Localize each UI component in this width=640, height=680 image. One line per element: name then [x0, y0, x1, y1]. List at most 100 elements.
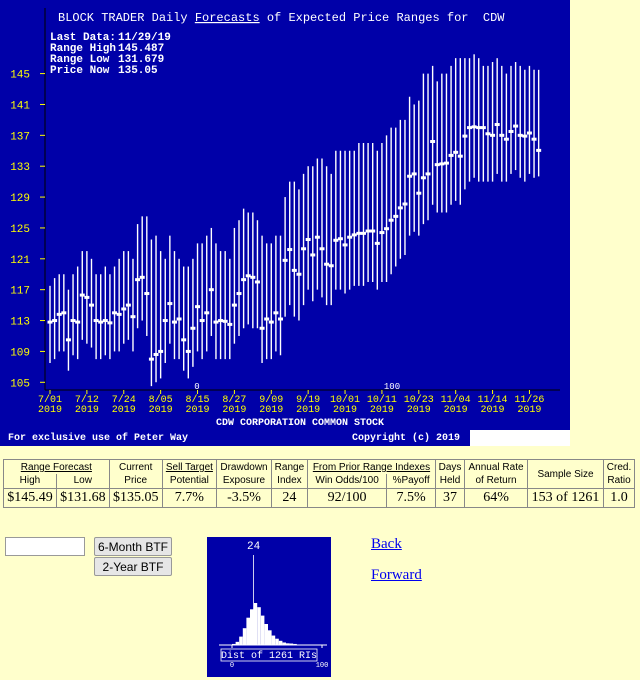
price-marker [314, 235, 320, 239]
histogram-bar [253, 603, 258, 645]
header-line: Exposure [222, 475, 266, 486]
histogram-bar [257, 607, 261, 645]
price-marker [499, 133, 505, 137]
header-line: Win Odds/100 [315, 475, 379, 486]
data-cell: 7.7% [161, 488, 218, 508]
x-year-label: 2019 [222, 405, 246, 416]
copyright-text: Copyright (c) 2019 [352, 432, 460, 444]
data-cell: 7.5% [386, 488, 436, 508]
price-marker [112, 311, 118, 315]
price-marker [93, 319, 99, 323]
y-tick-label: 129 [10, 193, 30, 205]
price-marker [513, 124, 519, 128]
price-marker [185, 349, 191, 353]
column-header: Sample Size [526, 459, 605, 489]
header-line: Cred. [606, 462, 632, 473]
header-line: High [19, 475, 41, 486]
histogram-bar [250, 609, 254, 645]
x-year-label: 2019 [38, 405, 62, 416]
price-marker [425, 172, 431, 176]
price-marker [236, 292, 242, 296]
x-tick-label: 9/09 [259, 394, 283, 406]
x-tick-label: 7/24 [112, 394, 136, 406]
header-line: %Payoff [392, 475, 430, 486]
y-tick-label: 137 [10, 131, 30, 143]
price-marker [52, 319, 58, 323]
x-tick-label: 7/12 [75, 394, 99, 406]
header-line: Price [124, 475, 148, 486]
price-marker [282, 258, 288, 262]
column-header: Low [55, 474, 110, 489]
price-marker [402, 202, 408, 206]
price-marker [199, 319, 205, 323]
price-marker [342, 243, 348, 247]
price-marker [153, 353, 159, 357]
price-marker [273, 311, 279, 315]
x-year-label: 2019 [296, 405, 320, 416]
data-row: $145.49 $131.68 $135.05 7.7% -3.5% 24 92/100 7.… [3, 488, 635, 508]
price-marker [328, 264, 334, 268]
header-line: Index [277, 475, 302, 486]
column-header: Days Held [434, 459, 466, 489]
column-header: Drawdown Exposure [216, 459, 272, 489]
price-marker [130, 315, 136, 319]
range-index-annotation: 0 [194, 382, 199, 392]
y-tick-label: 113 [10, 317, 30, 329]
price-marker [319, 247, 325, 251]
x-year-label: 2019 [407, 405, 431, 416]
price-marker [296, 272, 302, 276]
price-marker [158, 349, 164, 353]
price-marker [467, 126, 473, 130]
histogram-title: Dist of 1261 RIs [221, 650, 317, 662]
price-marker [213, 320, 219, 324]
price-marker [204, 311, 210, 315]
header-line: Sample Size [537, 468, 594, 480]
info-value: 145.487 [118, 43, 164, 55]
range-index-annotation: 100 [384, 382, 400, 392]
header-line: Low [73, 475, 92, 486]
x-year-label: 2019 [112, 405, 136, 416]
price-marker [388, 218, 394, 222]
title-part: BLOCK TRADER Daily [58, 11, 195, 25]
price-marker [167, 302, 173, 306]
price-marker [480, 126, 486, 130]
price-marker [208, 288, 214, 292]
price-marker [195, 305, 201, 309]
price-marker [476, 126, 482, 130]
price-marker [360, 231, 366, 235]
x-tick-label: 100 [316, 662, 329, 670]
y-tick-label: 145 [10, 70, 30, 82]
y-tick-label: 121 [10, 255, 30, 267]
six-month-button[interactable]: 6-Month BTF [94, 537, 172, 556]
price-marker [287, 248, 293, 252]
price-marker [218, 319, 224, 323]
x-tick-label: 10/23 [404, 394, 434, 406]
info-label: Price Now [50, 65, 110, 77]
price-marker [337, 237, 343, 241]
info-label: Range High [50, 43, 116, 55]
title-part: of Expected Price Ranges for CDW [260, 11, 506, 25]
data-cell: 24 [270, 488, 308, 508]
price-marker [102, 319, 108, 323]
chart-subtitle: CDW CORPORATION COMMON STOCK [216, 418, 384, 429]
symbol-input[interactable] [5, 537, 85, 556]
price-marker [264, 317, 270, 321]
forward-link[interactable]: Forward [371, 567, 422, 583]
price-marker [305, 238, 311, 242]
price-marker [135, 278, 141, 282]
y-tick-label: 109 [10, 347, 30, 359]
data-cell: $135.05 [108, 488, 163, 508]
back-link[interactable]: Back [371, 536, 402, 552]
price-marker [490, 133, 496, 137]
price-marker [439, 162, 445, 166]
data-cell: $145.49 [3, 488, 57, 508]
x-tick-label: 8/05 [149, 394, 173, 406]
x-tick-label: 0 [230, 662, 234, 670]
price-marker [393, 214, 399, 218]
forecast-table: Range Forecast Current Price Sell Target Pot… [3, 459, 635, 508]
price-marker [47, 320, 53, 324]
two-year-button[interactable]: 2-Year BTF [94, 557, 172, 576]
title-box [220, 648, 318, 662]
x-year-label: 2019 [333, 405, 357, 416]
